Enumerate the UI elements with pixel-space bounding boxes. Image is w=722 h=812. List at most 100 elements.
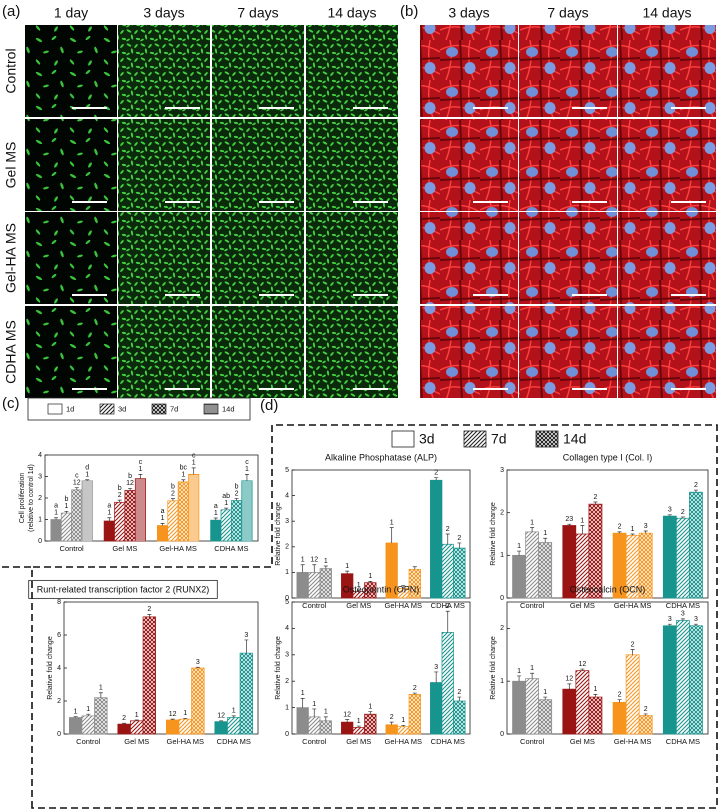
error-bar	[183, 717, 188, 720]
significance-label: 1	[183, 710, 187, 717]
error-bar	[122, 722, 127, 725]
bar	[662, 515, 677, 599]
significance-label: b	[118, 485, 122, 492]
x-tick-label: Gel MS	[124, 737, 149, 746]
significance-label: 3	[244, 632, 248, 639]
bar	[625, 654, 640, 735]
error-bar	[517, 675, 522, 682]
x-tick-label: Gel MS	[570, 601, 595, 610]
bar	[220, 509, 232, 542]
error-bar	[224, 507, 229, 510]
error-bar	[170, 718, 175, 720]
x-tick-label: CDHA MS	[666, 737, 700, 746]
legend-label: 7d	[170, 404, 178, 413]
significance-label: 1	[517, 543, 521, 550]
y-tick-label: 0	[38, 538, 42, 545]
x-tick-label: Control	[60, 544, 85, 553]
bar	[177, 481, 189, 542]
y-tick-label: 4	[38, 452, 42, 459]
error-bar	[667, 514, 672, 517]
significance-label: 2	[235, 490, 239, 497]
micrograph	[25, 212, 117, 304]
error-bar	[86, 713, 91, 716]
x-tick-label: Control	[302, 737, 327, 746]
error-bar	[693, 489, 698, 493]
error-bar	[54, 517, 59, 520]
legend-label: 1d	[66, 404, 74, 413]
error-bar	[680, 516, 685, 519]
y-tick-label: 1	[285, 569, 289, 576]
y-axis-label: Cell proliferation	[19, 473, 26, 524]
significance-label: ab	[222, 493, 230, 500]
micrograph	[212, 212, 304, 304]
y-tick-label: 2	[57, 698, 61, 705]
error-bar	[368, 711, 373, 715]
bar	[178, 718, 192, 735]
significance-label: 1	[543, 530, 547, 537]
y-axis-label: Relative fold change	[490, 636, 497, 700]
error-bar	[345, 719, 350, 723]
significance-label: b	[171, 483, 175, 490]
significance-label: 12	[578, 661, 586, 668]
significance-label: 12	[310, 557, 318, 564]
significance-label: b	[64, 496, 68, 503]
chart-title: Osteocalcin (OCN)	[570, 584, 646, 594]
significance-label: 2	[118, 492, 122, 499]
x-tick-label: CDHA MS	[666, 601, 700, 610]
panel-label: (c)	[2, 395, 20, 412]
significance-label: 1	[301, 690, 305, 697]
micrograph	[306, 119, 398, 211]
micrograph	[618, 25, 716, 117]
significance-label: 1	[345, 563, 349, 570]
error-bar	[401, 724, 406, 727]
significance-label: 1	[64, 503, 68, 510]
bar	[525, 531, 540, 599]
error-bar	[300, 698, 305, 708]
error-bar	[530, 672, 535, 679]
bar	[157, 525, 169, 542]
error-bar	[195, 666, 200, 668]
significance-label: 2	[681, 509, 685, 516]
legend-label: 14d	[222, 404, 235, 413]
bar	[68, 717, 83, 735]
x-tick-label: Control	[520, 601, 545, 610]
y-tick-label: 0	[57, 731, 61, 738]
significance-label: 1	[390, 519, 394, 526]
error-bar	[693, 623, 698, 626]
bar	[308, 716, 321, 735]
bar	[538, 699, 553, 735]
error-bar	[643, 530, 648, 534]
plot-frame	[506, 469, 709, 599]
bar	[319, 568, 332, 599]
significance-label: 1	[324, 558, 328, 565]
error-bar	[543, 696, 548, 700]
bar	[538, 542, 553, 599]
error-bar	[323, 565, 328, 569]
error-bar	[543, 537, 548, 543]
bar	[296, 572, 309, 599]
legend-swatch	[463, 430, 487, 448]
bar	[408, 694, 421, 735]
chart-title: Collagen type I (Col. I)	[563, 452, 653, 462]
error-bar	[593, 501, 598, 505]
significance-label: 1	[86, 706, 90, 713]
bar	[94, 697, 108, 735]
bar	[81, 480, 93, 542]
micrograph	[618, 306, 716, 398]
y-tick-label: 4	[285, 625, 289, 632]
significance-label: 2	[618, 524, 622, 531]
error-bar	[445, 533, 450, 545]
error-bar	[630, 533, 635, 536]
bar	[214, 721, 228, 735]
significance-label: 1	[245, 466, 249, 473]
x-tick-label: CDHA MS	[214, 544, 248, 553]
micrograph	[212, 119, 304, 211]
significance-label: 3	[644, 523, 648, 530]
column-header: 3 days	[448, 5, 489, 21]
error-bar	[567, 523, 572, 526]
error-bar	[517, 550, 522, 556]
error-bar	[134, 719, 139, 721]
significance-label: 2	[694, 482, 698, 489]
significance-label: 2	[631, 641, 635, 648]
row-header: CDHA MS	[3, 320, 19, 384]
